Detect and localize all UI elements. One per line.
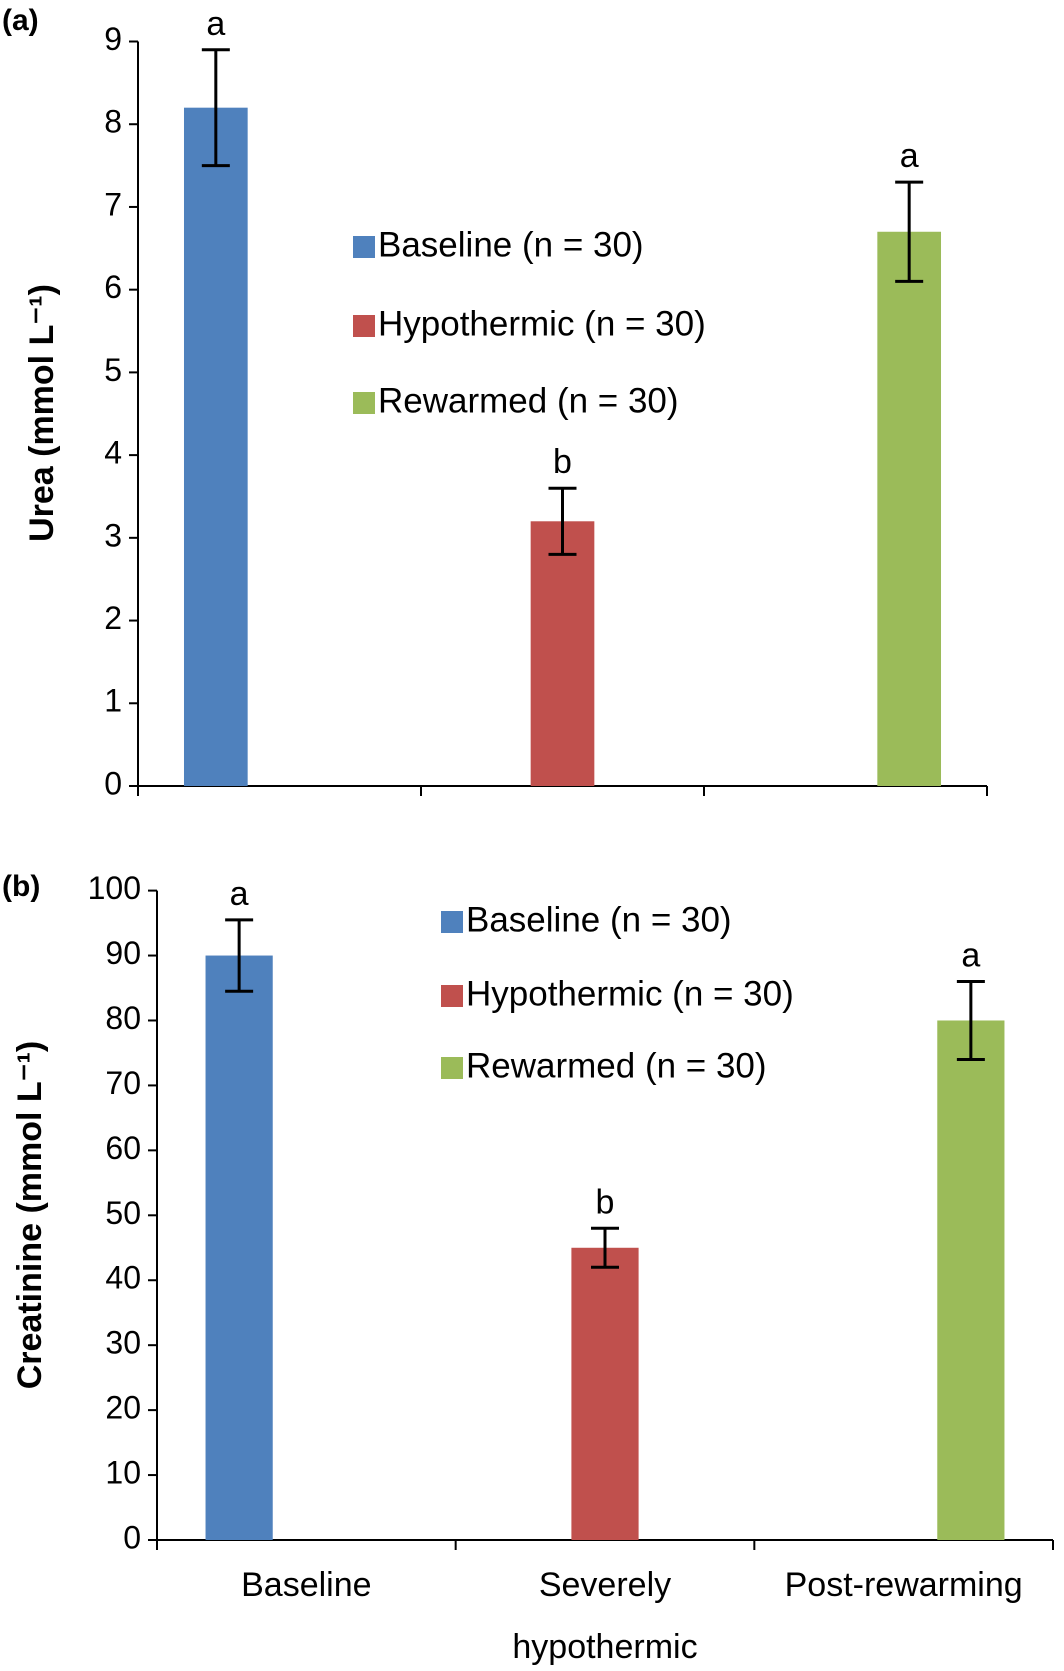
y-tick-label: 50: [105, 1195, 141, 1231]
x-tick-label: Post-rewarming: [784, 1566, 1023, 1604]
y-tick-label: 0: [123, 1519, 141, 1555]
significance-letter: a: [230, 875, 249, 913]
y-tick-label: 5: [104, 352, 122, 388]
legend-swatch: [441, 911, 463, 933]
y-tick-label: 2: [104, 600, 122, 636]
legend-label: Baseline (n = 30): [466, 900, 732, 939]
bar: [205, 955, 273, 1540]
y-tick-label: 90: [105, 935, 141, 971]
legend-label: Hypothermic (n = 30): [466, 974, 794, 1013]
y-tick-label: 0: [104, 765, 122, 801]
legend-swatch: [441, 1057, 463, 1079]
significance-letter: a: [206, 5, 225, 43]
y-tick-label: 70: [105, 1065, 141, 1101]
y-tick-label: 1: [104, 683, 122, 719]
y-tick-label: 6: [104, 269, 122, 305]
bar: [183, 107, 248, 786]
panel-label: (b): [2, 870, 40, 903]
y-tick-label: 9: [104, 21, 122, 57]
significance-letter: b: [596, 1183, 615, 1221]
y-tick-label: 7: [104, 186, 122, 222]
y-tick-label: 3: [104, 517, 122, 553]
y-tick-label: 8: [104, 104, 122, 140]
significance-letter: a: [961, 937, 980, 975]
bar: [530, 521, 595, 786]
x-tick-label: Baseline: [241, 1566, 372, 1604]
y-tick-label: 100: [88, 870, 141, 906]
y-tick-label: 60: [105, 1130, 141, 1166]
panel-label: (a): [2, 4, 39, 37]
y-tick-label: 10: [105, 1455, 141, 1491]
legend-swatch: [353, 315, 375, 337]
y-tick-label: 20: [105, 1390, 141, 1426]
bar: [937, 1020, 1005, 1540]
legend-label: Rewarmed (n = 30): [378, 381, 679, 420]
y-tick-label: 40: [105, 1260, 141, 1296]
y-axis-title: Urea (mmol L⁻¹): [23, 284, 61, 542]
legend-swatch: [353, 236, 375, 258]
x-tick-label: Severely hypothermic: [512, 1566, 698, 1666]
legend-label: Baseline (n = 30): [378, 225, 644, 264]
y-tick-label: 30: [105, 1325, 141, 1361]
significance-letter: a: [900, 137, 919, 175]
y-tick-label: 4: [104, 435, 122, 471]
bar: [571, 1247, 639, 1540]
legend-swatch: [353, 392, 375, 414]
y-axis-title: Creatinine (mmol L⁻¹): [11, 1041, 49, 1390]
significance-letter: b: [553, 443, 572, 481]
bar: [877, 231, 942, 786]
y-tick-label: 80: [105, 1000, 141, 1036]
legend-swatch: [441, 985, 463, 1007]
legend-label: Rewarmed (n = 30): [466, 1046, 767, 1085]
legend-label: Hypothermic (n = 30): [378, 304, 706, 343]
